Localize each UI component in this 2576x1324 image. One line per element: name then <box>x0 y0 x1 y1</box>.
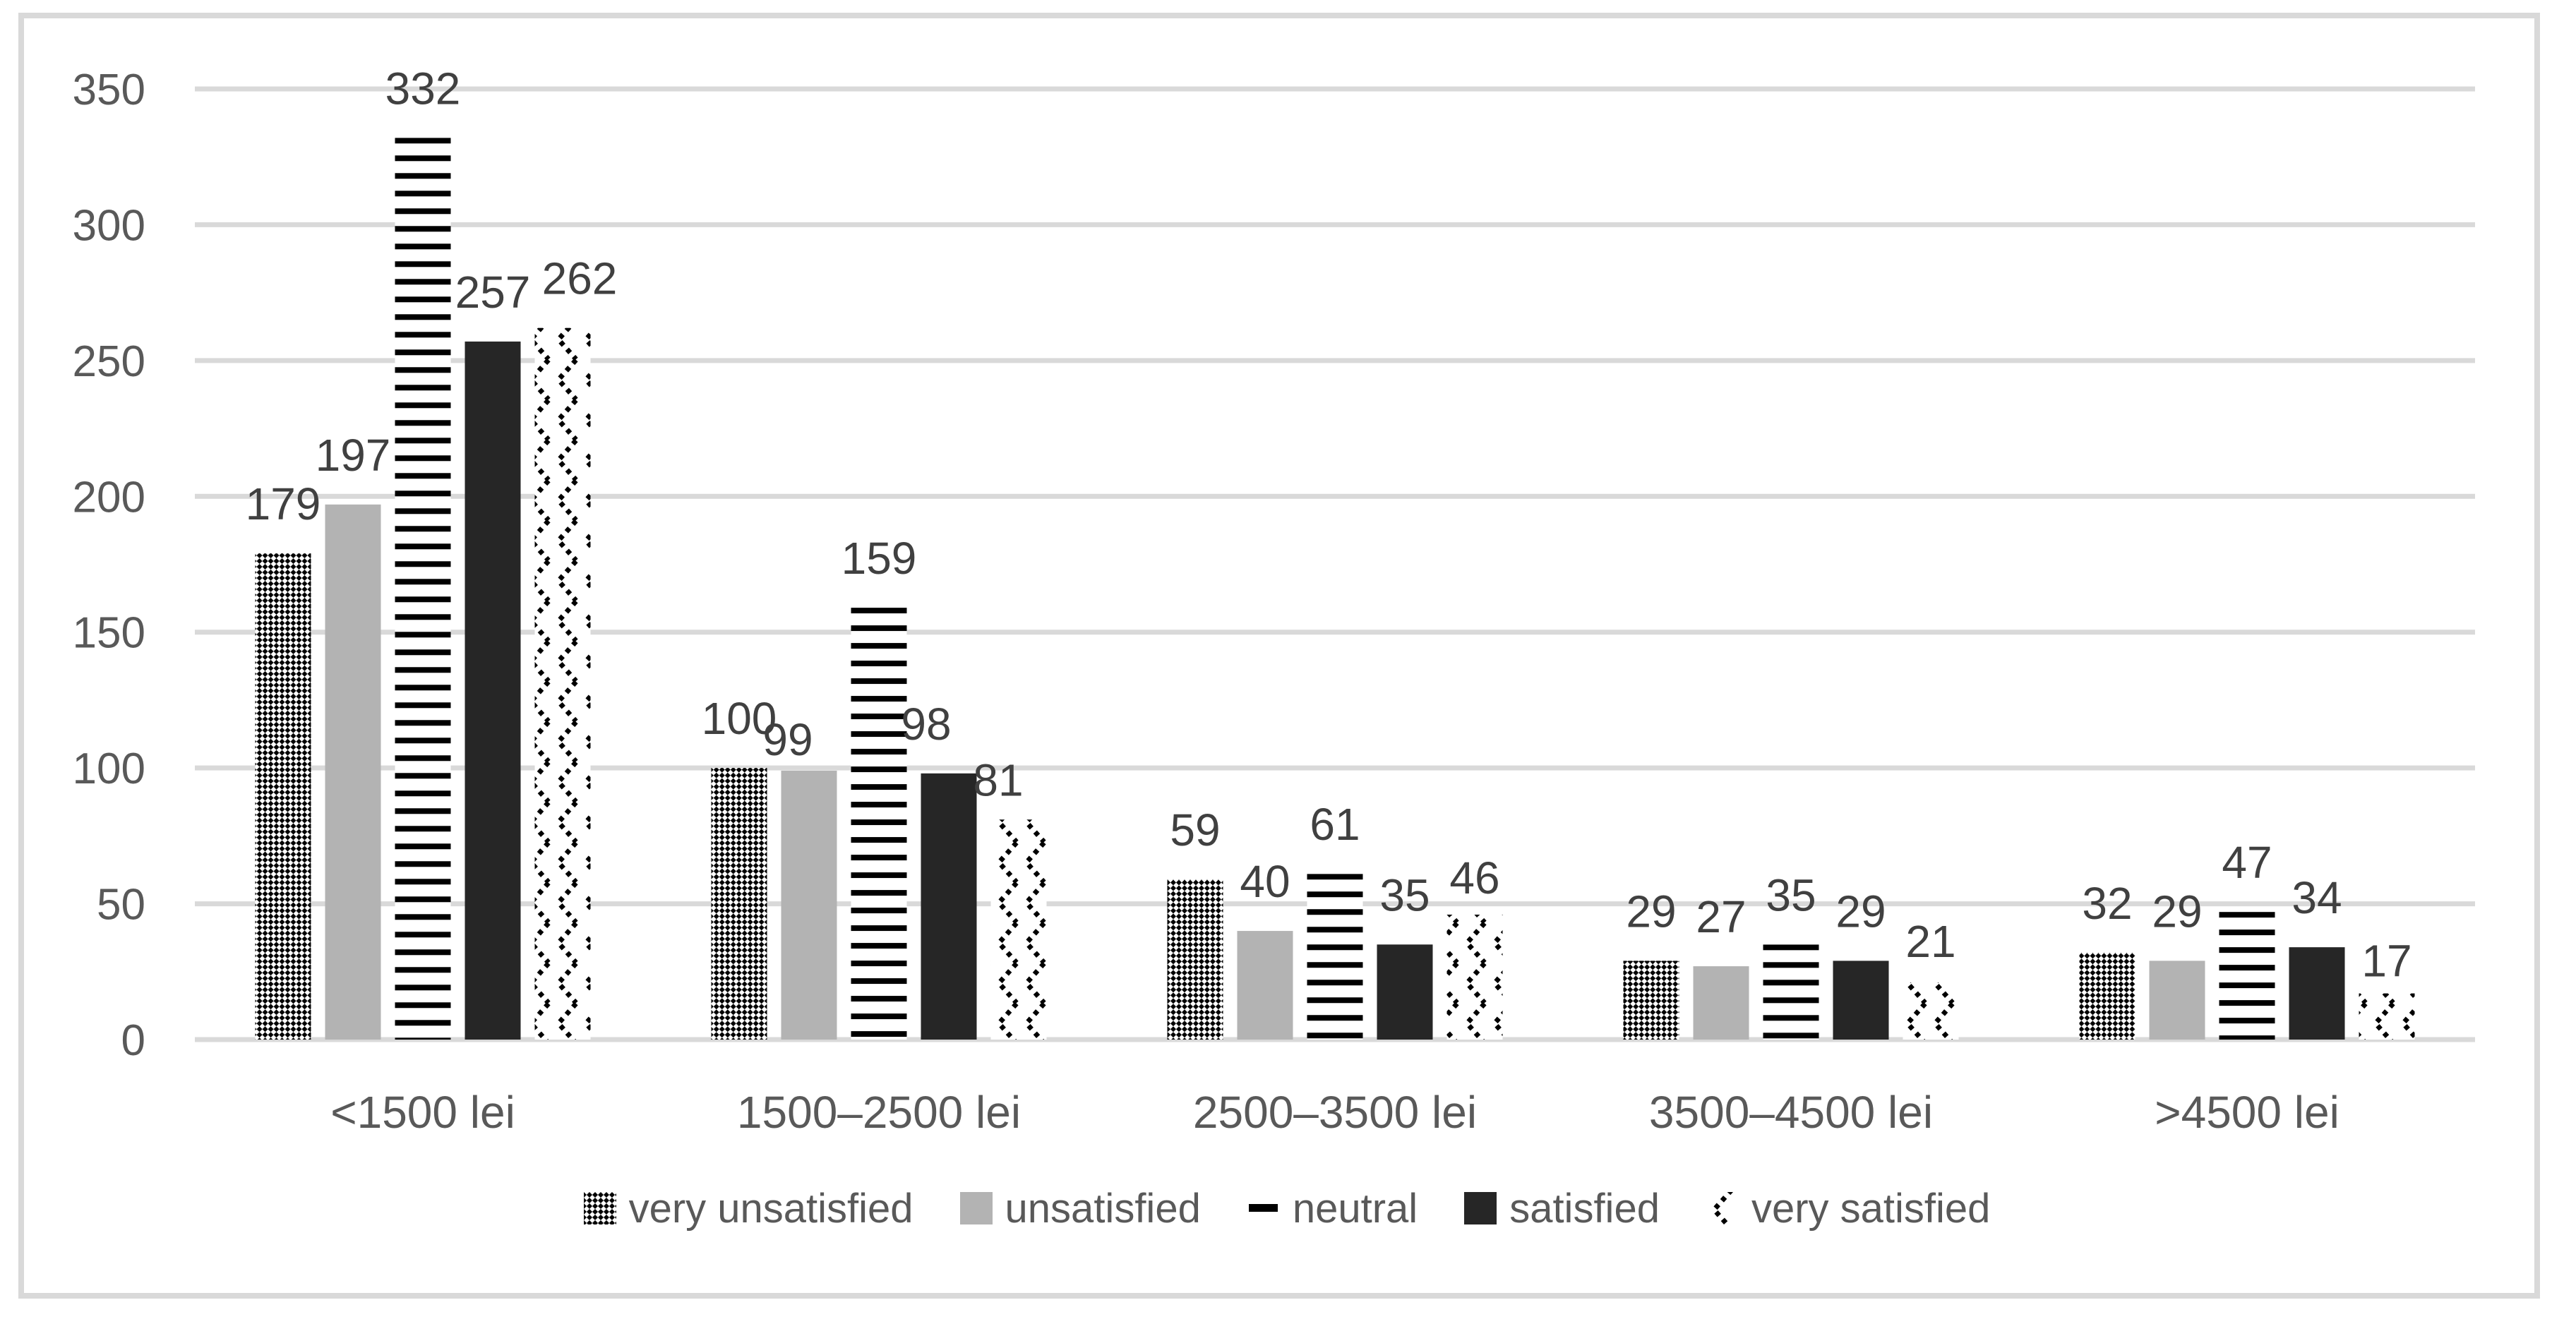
bar-unsatisfied-3500-4500-lei <box>1693 966 1749 1040</box>
legend-item-very-satisfied: very satisfied <box>1706 1185 1990 1232</box>
data-label-very-satisfied-4500-lei: 17 <box>2361 936 2412 987</box>
bar-very-unsatisfied-4500-lei <box>2079 952 2135 1040</box>
data-label-very-unsatisfied-1500-lei: 179 <box>246 479 321 529</box>
bar-very-satisfied-1500-lei <box>534 327 591 1040</box>
legend-item-satisfied: satisfied <box>1464 1185 1660 1232</box>
legend-item-neutral: neutral <box>1247 1185 1418 1232</box>
data-label-unsatisfied-3500-4500-lei: 27 <box>1696 891 1746 942</box>
y-axis-tick-labels: 0 50 100 150 200 250 300 350 <box>73 66 145 1065</box>
data-label-satisfied-1500-2500-lei: 98 <box>901 699 951 750</box>
data-label-neutral-3500-4500-lei: 35 <box>1766 869 1816 920</box>
data-label-very-satisfied-3500-4500-lei: 21 <box>1905 916 1955 967</box>
bar-neutral-4500-lei <box>2219 912 2275 1040</box>
legend-swatch-diagonal-checker <box>583 1192 616 1224</box>
y-tick-label-300: 300 <box>73 201 145 250</box>
legend: very unsatisfied unsatisfied neutral satisf… <box>28 1185 2546 1232</box>
data-label-very-satisfied-2500-3500-lei: 46 <box>1449 853 1499 903</box>
bar-very-unsatisfied-2500-3500-lei <box>1167 879 1223 1040</box>
category-axis-labels: <1500 lei 1500–2500 lei 2500–3500 lei 3500–… <box>330 1087 2340 1138</box>
bar-very-unsatisfied-1500-lei <box>255 553 311 1040</box>
category-label-2500-3500-lei: 2500–3500 lei <box>1193 1087 1477 1138</box>
category-label-4500-lei: >4500 lei <box>2155 1087 2340 1138</box>
data-label-neutral-2500-3500-lei: 61 <box>1310 799 1360 850</box>
legend-swatch-dotted-zigzag <box>1706 1192 1739 1224</box>
bar-neutral-3500-4500-lei <box>1763 944 1819 1040</box>
y-tick-label-0: 0 <box>121 1016 145 1065</box>
data-label-neutral-4500-lei: 47 <box>2222 837 2272 888</box>
legend-item-very-unsatisfied: very unsatisfied <box>583 1185 913 1232</box>
data-label-unsatisfied-2500-3500-lei: 40 <box>1240 856 1290 907</box>
data-label-unsatisfied-1500-2500-lei: 99 <box>762 714 813 765</box>
bar-very-satisfied-1500-2500-lei <box>990 819 1047 1040</box>
legend-swatch-solid-near-black <box>1464 1192 1497 1224</box>
data-label-very-unsatisfied-2500-3500-lei: 59 <box>1170 805 1220 855</box>
y-tick-label-150: 150 <box>73 609 145 658</box>
bar-neutral-1500-2500-lei <box>851 608 907 1040</box>
legend-item-unsatisfied: unsatisfied <box>959 1185 1201 1232</box>
data-label-unsatisfied-4500-lei: 29 <box>2152 886 2202 937</box>
data-label-satisfied-1500-lei: 257 <box>455 267 531 318</box>
data-label-satisfied-4500-lei: 34 <box>2292 872 2342 923</box>
data-label-satisfied-3500-4500-lei: 29 <box>1835 886 1886 937</box>
category-label-1500-2500-lei: 1500–2500 lei <box>737 1087 1021 1138</box>
y-tick-label-100: 100 <box>73 745 145 793</box>
bar-unsatisfied-2500-3500-lei <box>1237 931 1293 1040</box>
bar-satisfied-1500-2500-lei <box>921 773 977 1040</box>
bar-neutral-1500-lei <box>395 138 451 1040</box>
y-tick-label-250: 250 <box>73 337 145 386</box>
bar-very-satisfied-3500-4500-lei <box>1903 982 1959 1040</box>
y-tick-label-350: 350 <box>73 66 145 114</box>
bar-unsatisfied-1500-lei <box>325 504 381 1040</box>
data-label-very-satisfied-1500-lei: 262 <box>542 253 618 304</box>
data-label-satisfied-2500-3500-lei: 35 <box>1379 869 1430 920</box>
category-label-3500-4500-lei: 3500–4500 lei <box>1649 1087 1933 1138</box>
bar-unsatisfied-4500-lei <box>2149 961 2205 1040</box>
bar-very-satisfied-4500-lei <box>2359 993 2415 1040</box>
bars <box>255 138 2415 1040</box>
data-label-neutral-1500-2500-lei: 159 <box>841 533 917 584</box>
bar-satisfied-2500-3500-lei <box>1377 944 1433 1040</box>
legend-label: very unsatisfied <box>628 1185 913 1232</box>
data-label-unsatisfied-1500-lei: 197 <box>316 430 391 481</box>
legend-label: neutral <box>1292 1185 1418 1232</box>
legend-swatch-solid-light-gray <box>959 1192 993 1224</box>
bar-satisfied-1500-lei <box>465 341 521 1040</box>
bar-very-unsatisfied-1500-2500-lei <box>711 768 767 1040</box>
legend-label: very satisfied <box>1751 1185 1991 1232</box>
y-tick-label-200: 200 <box>73 473 145 522</box>
bar-very-unsatisfied-3500-4500-lei <box>1623 961 1679 1040</box>
legend-swatch-horizontal-stripes <box>1247 1192 1280 1224</box>
data-label-very-unsatisfied-1500-2500-lei: 100 <box>702 693 777 744</box>
legend-label: satisfied <box>1509 1185 1660 1232</box>
bar-satisfied-3500-4500-lei <box>1833 961 1889 1040</box>
bar-very-satisfied-2500-3500-lei <box>1446 914 1503 1040</box>
data-label-very-satisfied-1500-2500-lei: 81 <box>973 754 1023 805</box>
data-label-neutral-1500-lei: 332 <box>385 63 461 114</box>
y-tick-label-50: 50 <box>97 881 145 929</box>
bar-unsatisfied-1500-2500-lei <box>781 770 837 1040</box>
bar-satisfied-4500-lei <box>2289 947 2345 1040</box>
bar-neutral-2500-3500-lei <box>1307 874 1363 1040</box>
data-label-very-unsatisfied-3500-4500-lei: 29 <box>1626 886 1676 937</box>
data-label-very-unsatisfied-4500-lei: 32 <box>2082 878 2132 929</box>
legend-label: unsatisfied <box>1005 1185 1201 1232</box>
category-label-1500-lei: <1500 lei <box>330 1087 515 1138</box>
